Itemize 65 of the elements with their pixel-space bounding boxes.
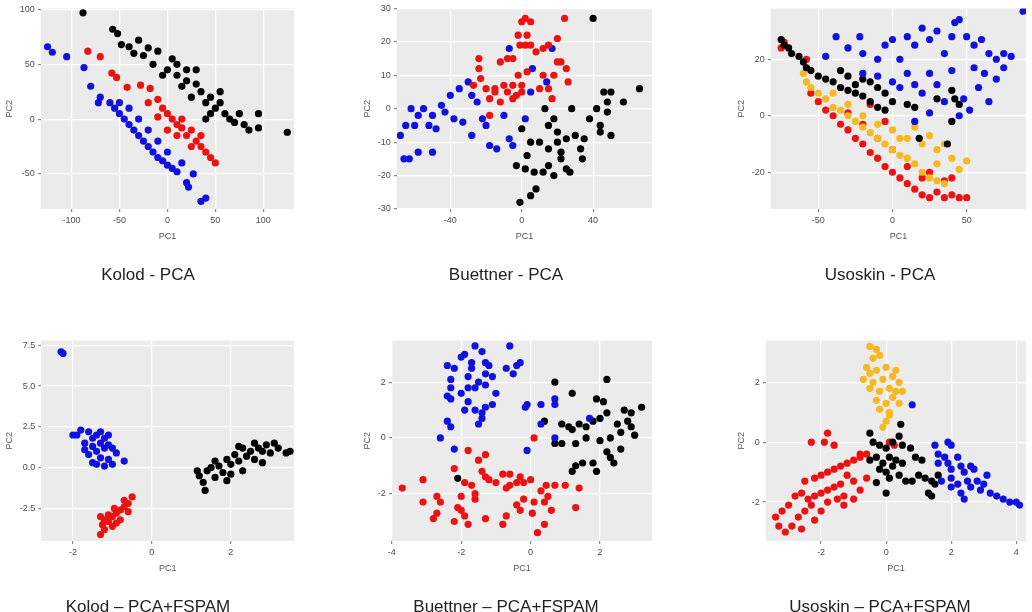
y-tick-label: 0 <box>759 110 765 121</box>
text: Buettner - PCA <box>448 265 564 285</box>
y-tick-label: 5.0 <box>22 380 36 391</box>
x-tick-label: -2 <box>68 546 77 557</box>
x-tick-label: 2 <box>597 546 603 557</box>
y-axis-title: PC2 <box>735 99 746 118</box>
y-tick-label: 2 <box>754 376 760 387</box>
x-axis-title: PC1 <box>158 230 177 241</box>
x-tick-label: 100 <box>255 214 271 225</box>
y-tick-label: 30 <box>380 2 391 13</box>
x-tick-label: 0 <box>149 546 155 557</box>
text: Kolod – PCA+FSPAM <box>65 597 231 612</box>
x-tick-label: -50 <box>811 214 825 225</box>
y-tick-label: -2 <box>751 496 760 507</box>
text: Usoskin – PCA+FSPAM <box>789 597 971 612</box>
y-tick-label: -2.5 <box>19 502 36 513</box>
x-tick-label: -50 <box>112 214 126 225</box>
y-tick-label: 20 <box>754 53 765 64</box>
y-tick-label: -30 <box>377 203 391 214</box>
y-axis-title: PC2 <box>735 431 746 450</box>
y-tick-label: 0 <box>380 432 386 443</box>
x-tick-label: 0 <box>889 214 895 225</box>
x-tick-label: 0 <box>883 546 889 557</box>
y-tick-label: -2 <box>377 488 386 499</box>
x-tick-label: 50 <box>961 214 972 225</box>
x-axis-title: PC1 <box>158 562 177 573</box>
text: Buettner – PCA+FSPAM <box>413 597 599 612</box>
y-tick-label: -20 <box>751 166 765 177</box>
x-tick-label: 50 <box>210 214 221 225</box>
x-tick-label: -4 <box>387 546 396 557</box>
x-axis-title: PC1 <box>887 562 905 573</box>
y-tick-label: 50 <box>24 58 35 69</box>
y-tick-label: 0 <box>754 436 760 447</box>
x-tick-label: -2 <box>457 546 466 557</box>
y-axis-title: PC2 <box>3 99 14 118</box>
x-tick-label: -40 <box>443 214 457 225</box>
x-tick-label: -100 <box>62 214 81 225</box>
text: Usoskin - PCA <box>824 265 936 285</box>
y-tick-label: 7.5 <box>22 339 36 350</box>
y-tick-label: 2.5 <box>22 421 36 432</box>
x-tick-label: 2 <box>228 546 234 557</box>
y-tick-label: 0 <box>385 103 391 114</box>
y-axis-title: PC2 <box>361 431 372 450</box>
x-tick-label: 0 <box>164 214 170 225</box>
y-tick-label: 10 <box>380 69 391 80</box>
x-tick-label: 40 <box>588 214 599 225</box>
y-tick-label: -10 <box>377 136 391 147</box>
x-tick-label: 2 <box>948 546 954 557</box>
x-axis-title: PC1 <box>515 230 534 241</box>
y-axis-title: PC2 <box>3 431 14 450</box>
x-axis-title: PC1 <box>889 230 908 241</box>
x-tick-label: 4 <box>1013 546 1019 557</box>
y-tick-label: 0 <box>29 113 35 124</box>
x-tick-label: 0 <box>519 214 525 225</box>
y-tick-label: -50 <box>21 168 35 179</box>
y-tick-label: 20 <box>380 36 391 47</box>
x-tick-label: 0 <box>528 546 534 557</box>
y-tick-label: 2 <box>380 376 386 387</box>
text: Kolod - PCA <box>101 265 196 285</box>
x-tick-label: -2 <box>817 546 826 557</box>
y-axis-title: PC2 <box>361 99 372 118</box>
x-axis-title: PC1 <box>513 562 531 573</box>
y-tick-label: 100 <box>19 3 35 14</box>
y-tick-label: 0.0 <box>22 462 36 473</box>
y-tick-label: -20 <box>377 170 391 181</box>
